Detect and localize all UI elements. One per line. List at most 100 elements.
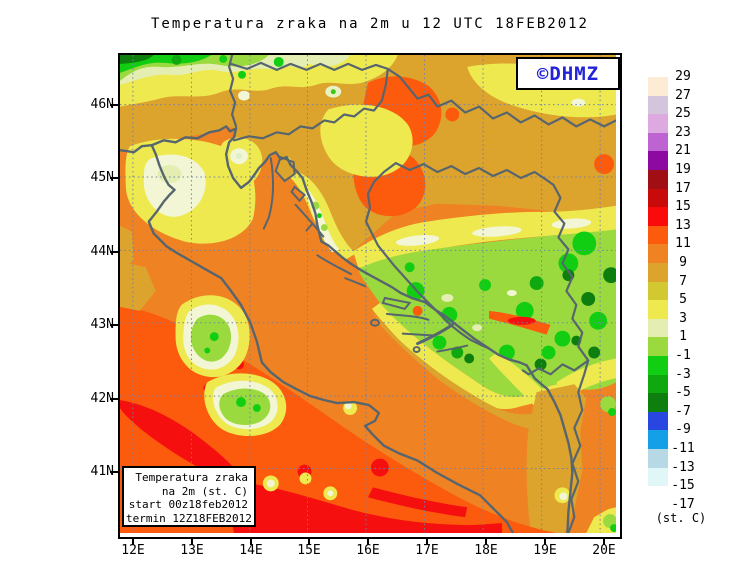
border-hungary [230, 61, 616, 128]
colorbar-cell [648, 393, 668, 413]
colorbar-cell [648, 207, 668, 227]
lon-tick [308, 537, 310, 545]
colorbar-cell [648, 114, 668, 134]
lon-tick [250, 537, 252, 545]
border-croatia-bosnia-west [364, 162, 491, 350]
colorbar-tick-label: 1 [679, 329, 687, 345]
coastline-east-adriatic [120, 125, 574, 533]
lat-axis-label: 41N [90, 464, 114, 479]
lon-tick [485, 537, 487, 545]
lon-tick [603, 537, 605, 545]
colorbar-tick-label: -9 [675, 422, 691, 438]
colorbar-cell [648, 430, 668, 450]
colorbar-cell [648, 467, 668, 487]
colorbar-cell [648, 95, 668, 115]
map-canvas [120, 55, 616, 533]
info-box-line: Temperatura zraka [135, 471, 248, 484]
border-drina-east [552, 183, 590, 533]
lon-axis-label: 19E [533, 543, 557, 558]
border-sava [394, 162, 555, 187]
lon-tick [544, 537, 546, 545]
colorbar-tick-label: 25 [675, 106, 691, 122]
lon-tick [367, 537, 369, 545]
colorbar-cell [648, 244, 668, 264]
info-box-line: start 00z18feb2012 [128, 498, 248, 511]
border-layer [228, 55, 616, 533]
lon-axis-label: 14E [239, 543, 263, 558]
colorbar-cell [648, 170, 668, 190]
colorbar-cell [648, 188, 668, 208]
lat-axis-label: 43N [90, 317, 114, 332]
colorbar-tick-label: 3 [679, 310, 687, 326]
colorbar-tick-label: 19 [675, 162, 691, 177]
colorbar-tick-label: -7 [675, 403, 691, 419]
colorbar-tick-label: 5 [679, 292, 687, 308]
lon-tick [191, 537, 193, 545]
colorbar-cell [648, 356, 668, 376]
colorbar-cell [648, 411, 668, 431]
lat-tick [110, 177, 118, 179]
border-italy-slovenia [228, 55, 238, 128]
colorbar-tick-label: -1 [675, 348, 691, 363]
lon-axis-label: 20E [592, 543, 616, 558]
lon-axis-label: 15E [297, 543, 321, 558]
colorbar-tick-label: 9 [679, 255, 687, 270]
colorbar-cell [648, 318, 668, 338]
colorbar-tick-label: -5 [675, 385, 691, 401]
coastline-layer [120, 125, 574, 533]
lat-axis-label: 42N [90, 391, 114, 406]
colorbar-cell [648, 281, 668, 301]
colorbar-tick-label: -13 [671, 459, 695, 475]
lat-tick [110, 251, 118, 253]
dhmz-watermark-box: ©DHMZ [516, 57, 620, 90]
page-title: Temperatura zraka na 2m u 12 UTC 18FEB20… [150, 16, 589, 32]
colorbar-tick-label: 15 [675, 199, 691, 215]
colorbar-tick-label: 13 [675, 217, 691, 233]
colorbar-cell [648, 132, 668, 152]
colorbar-tick-label: -15 [671, 478, 695, 494]
lon-tick [426, 537, 428, 545]
lon-axis-label: 18E [474, 543, 498, 558]
colorbar-tick-label: 21 [675, 143, 691, 159]
colorbar-tick-label: 27 [675, 87, 691, 103]
info-box-line: termin 12Z18FEB2012 [126, 511, 252, 525]
colorbar-tick-label: 17 [675, 180, 691, 196]
lon-axis-label: 17E [415, 543, 439, 558]
lat-axis-label: 44N [90, 244, 114, 259]
colorbar-cell [648, 225, 668, 245]
colorbar-cell [648, 449, 668, 469]
colorbar-tick-label: -17 [671, 496, 695, 512]
coastline-italy [147, 144, 515, 533]
border-slovenia-croatia [232, 67, 389, 142]
lat-tick [110, 398, 118, 400]
colorbar-cell [648, 337, 668, 357]
border-montenegro [521, 359, 590, 376]
lon-axis-label: 13E [180, 543, 204, 558]
lon-tick [132, 537, 134, 545]
lat-tick [110, 324, 118, 326]
colorbar-tick-label: -11 [671, 441, 695, 456]
lat-tick [110, 471, 118, 473]
lat-axis-label: 45N [90, 170, 114, 185]
map-info-box: Temperatura zraka na 2m (st. C) start 00… [122, 466, 256, 527]
colorbar-cell [648, 77, 668, 97]
dhmz-watermark-text: ©DHMZ [536, 62, 600, 85]
colorbar-tick-label: -3 [675, 366, 691, 382]
colorbar-unit-label: (st. C) [655, 511, 707, 525]
lat-axis-label: 46N [90, 97, 114, 112]
colorbar-tick-label: 23 [675, 124, 691, 140]
lon-axis-label: 16E [356, 543, 380, 558]
colorbar-cell [648, 151, 668, 171]
lon-axis-label: 12E [121, 543, 145, 558]
colorbar-tick-label: 11 [675, 236, 691, 252]
lat-tick [110, 104, 118, 106]
colorbar-cell [648, 374, 668, 394]
colorbar-tick-label: 7 [679, 273, 687, 289]
colorbar-cell [648, 486, 668, 506]
info-box-line: na 2m (st. C) [161, 484, 248, 498]
colorbar-tick-label: 29 [675, 69, 691, 84]
map-frame [118, 53, 622, 539]
colorbar-cell [648, 263, 668, 283]
colorbar-cell [648, 300, 668, 320]
